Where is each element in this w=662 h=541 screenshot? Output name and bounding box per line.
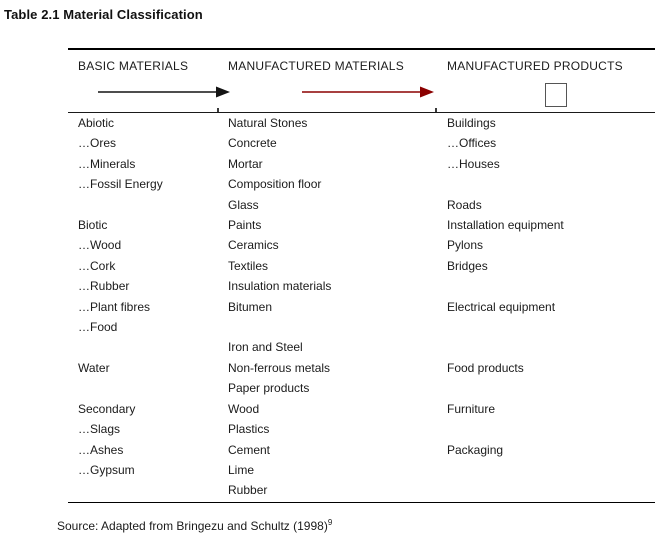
black-arrow-icon	[98, 86, 230, 98]
table-cell: Iron and Steel	[228, 340, 303, 355]
table-cell	[447, 276, 655, 296]
table-cell: Abiotic	[78, 116, 115, 130]
table-cell: Plastics	[228, 422, 270, 437]
table-cell: Paper products	[228, 381, 310, 396]
table-cell: Wood	[228, 401, 260, 416]
table-cell	[447, 378, 655, 398]
table-cell: …Wood	[78, 238, 122, 253]
table-cell: Buildings	[447, 116, 496, 130]
table-cell	[447, 317, 655, 337]
source-text: Source: Adapted from Bringezu and Schult…	[57, 519, 328, 533]
table-cell: …Gypsum	[78, 462, 135, 477]
table-cell: Installation equipment	[447, 218, 564, 233]
table-cell: Secondary	[78, 401, 136, 416]
table-cell: …Plant fibres	[78, 299, 151, 314]
table-cell: Bitumen	[228, 299, 273, 314]
column-divider-tick	[217, 108, 219, 112]
table-cell: Furniture	[447, 401, 496, 416]
table-cell: Composition floor	[228, 177, 322, 192]
table-cell: Electrical equipment	[447, 299, 556, 314]
table-cell: Textiles	[228, 258, 269, 273]
table-cell	[447, 460, 655, 480]
table-cell: …Rubber	[78, 279, 130, 294]
column-divider-tick	[435, 108, 437, 112]
table-cell: Water	[78, 360, 110, 375]
square-outline-icon	[545, 83, 567, 107]
table-cell	[447, 174, 655, 194]
table-cell: …Ores	[78, 136, 117, 151]
table-cell: Mortar	[228, 156, 263, 171]
column-header-manufactured-materials: MANUFACTURED MATERIALS	[228, 59, 404, 73]
table-cell	[447, 337, 655, 357]
table-cell: Insulation materials	[228, 279, 332, 294]
table-cell	[68, 195, 228, 215]
source-citation: Source: Adapted from Bringezu and Schult…	[57, 518, 333, 534]
table-cell: …Slags	[78, 422, 121, 437]
table-cell: Pylons	[447, 238, 484, 253]
table-cell: Ceramics	[228, 238, 279, 253]
footnote-superscript: 9	[327, 518, 333, 527]
dark-red-arrow-icon	[302, 86, 434, 98]
table-cell	[447, 419, 655, 439]
table-cell: …Houses	[447, 156, 500, 171]
table-cell	[68, 378, 228, 398]
table-body: Abiotic Natural Stones Buildings …Ores Concr…	[68, 113, 655, 503]
table-cell: Concrete	[228, 136, 277, 151]
table-cell	[68, 480, 228, 500]
table-cell	[447, 480, 655, 500]
classification-table: BASIC MATERIALS MANUFACTURED MATERIALS M…	[68, 48, 655, 503]
table-cell: Cement	[228, 442, 271, 457]
table-title: Table 2.1 Material Classification	[4, 7, 203, 22]
table-cell: Natural Stones	[228, 116, 308, 130]
column-header-basic-materials: BASIC MATERIALS	[78, 59, 189, 73]
table-cell	[228, 317, 447, 337]
table-cell: Roads	[447, 197, 482, 212]
table-cell: …Ashes	[78, 442, 124, 457]
table-cell: Biotic	[78, 218, 108, 233]
table-cell: Food products	[447, 360, 524, 375]
table-cell: Lime	[228, 462, 255, 477]
table-header-row: BASIC MATERIALS MANUFACTURED MATERIALS M…	[68, 50, 655, 113]
table-cell: …Minerals	[78, 156, 136, 171]
table-cell: …Fossil Energy	[78, 177, 163, 192]
table-cell: Glass	[228, 197, 259, 212]
table-cell: …Food	[78, 320, 118, 335]
table-cell: …Cork	[78, 258, 116, 273]
table-cell: Packaging	[447, 442, 504, 457]
table-cell: Non-ferrous metals	[228, 360, 331, 375]
table-cell: Bridges	[447, 258, 488, 273]
column-header-manufactured-products: MANUFACTURED PRODUCTS	[447, 59, 623, 73]
table-cell: Rubber	[228, 483, 268, 498]
table-cell: …Offices	[447, 136, 497, 151]
table-cell	[68, 337, 228, 357]
table-cell: Paints	[228, 218, 262, 233]
